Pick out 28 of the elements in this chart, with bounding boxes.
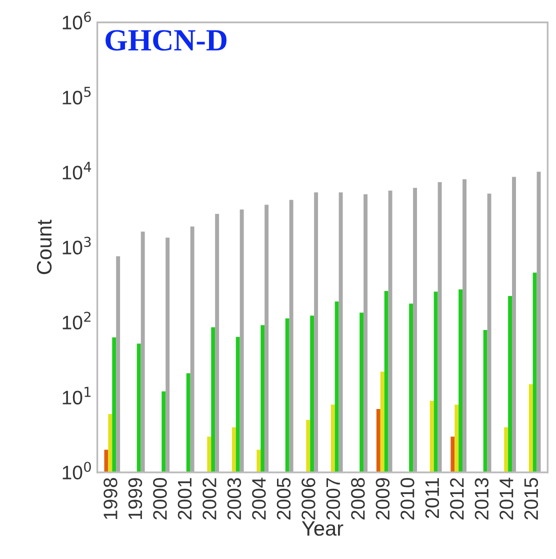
x-tick-label: 2015 [524,478,538,520]
y-tick-label: 10$^{5}$ [62,86,91,104]
annotation: GHCN-D [106,30,226,51]
x-tick-label: 2007 [326,478,340,520]
x-tick-label: 2000 [153,478,167,520]
y-axis-title: Count [36,220,52,274]
x-tick-label: 2006 [302,478,316,520]
x-tick-label: 2008 [351,478,365,520]
y-tick-label: 10$^{1}$ [62,386,91,404]
x-tick-label: 2010 [400,478,414,520]
x-tick-label: 1999 [128,478,142,519]
x-tick-label: 2003 [227,478,242,520]
x-tick-label: 2001 [178,478,192,520]
y-tick-label: 10$^{0}$ [62,462,91,480]
x-tick-label: 2014 [500,478,514,520]
y-tick-label: 10$^{4}$ [62,162,92,180]
x-tick-label: 2002 [202,478,216,520]
y-tick-label: 10$^{6}$ [62,12,91,30]
x-axis-title: Year [302,521,344,536]
y-tick-label: 10$^{2}$ [62,312,90,330]
y-tick-label: 10$^{3}$ [62,236,91,254]
x-tick-label: 2004 [252,478,266,520]
x-tick-label: 2011 [425,478,440,518]
x-tick-label: 2009 [376,478,390,520]
x-tick-label: 2005 [276,478,291,520]
x-tick-label: 2012 [450,478,464,520]
x-tick-label: 2013 [474,478,489,520]
x-tick-label: 1998 [104,478,118,519]
